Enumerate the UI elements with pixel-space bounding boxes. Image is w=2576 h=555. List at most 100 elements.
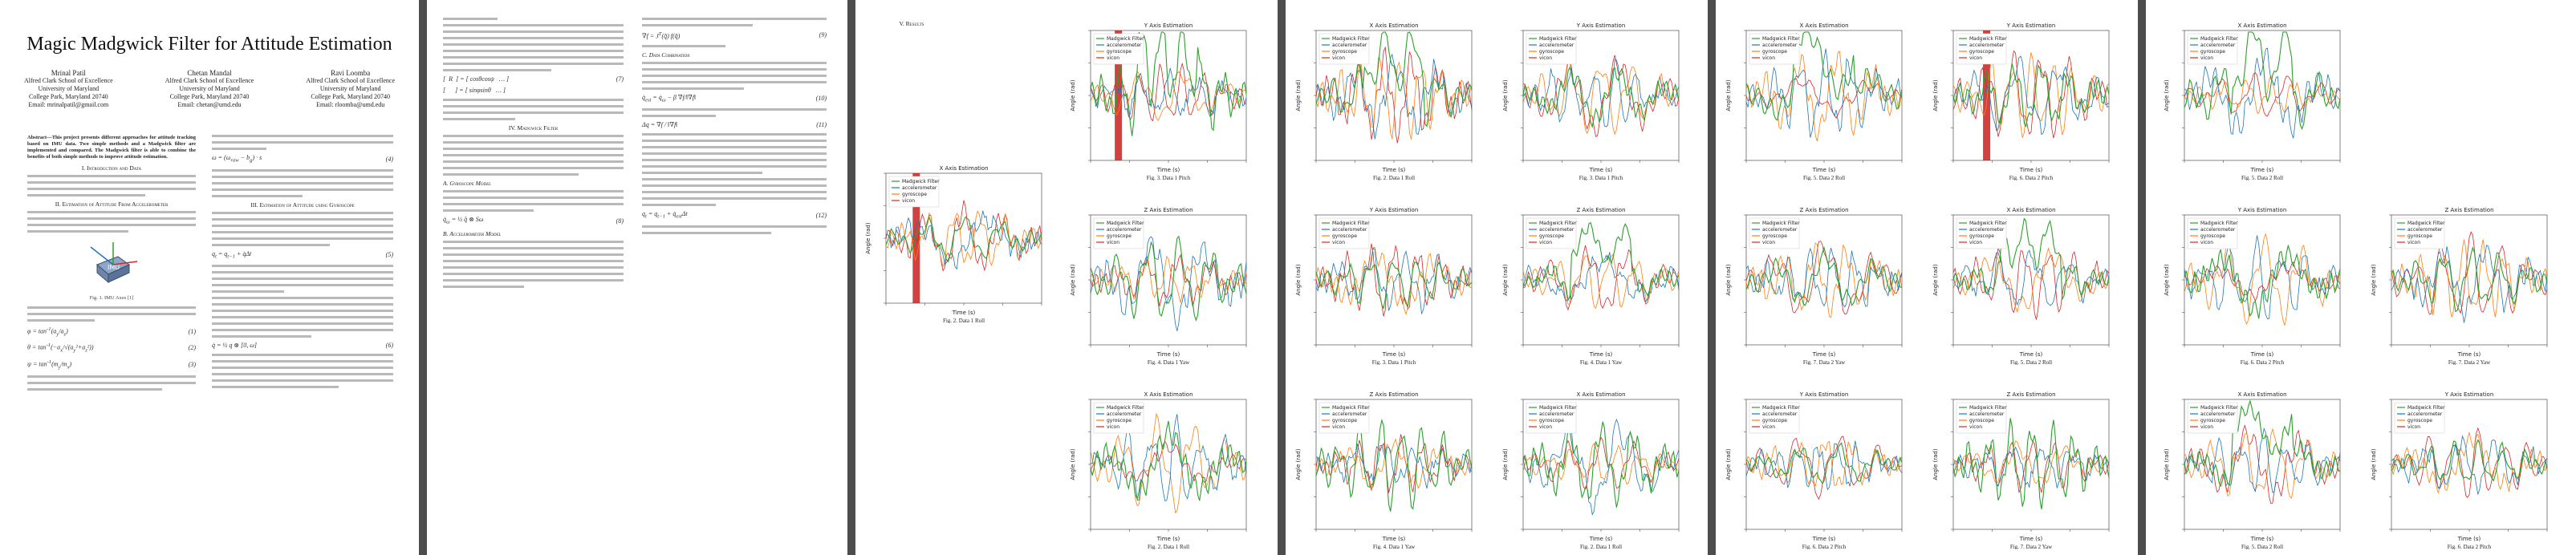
paper-title: Magic Madgwick Filter for Attitude Estim… [26,34,392,55]
series-line-madgwick [1090,235,1247,322]
plot: X Axis Estimation Time (s) Angle (rad) Fig.… [1294,16,1478,180]
plot-ylabel: Angle (rad) [1502,448,1509,480]
series-line-madgwick [1315,31,1473,128]
plot-title: Y Axis Estimation [1144,22,1193,29]
series-line-gyro [1745,440,1903,487]
legend-label-gyro: gyroscope [1969,233,1994,239]
legend-label-madgwick: Madgwick Filter [1107,405,1144,411]
page-6: X Axis Estimation Time (s) Angle (rad) Fig.… [2146,0,2576,555]
section-heading: III. Estimation of Attitude using Gyrosc… [250,201,355,209]
plot-xlabel: Time (s) [2250,167,2274,173]
subsection-heading: B. Accelerometer Model [443,229,502,237]
series-line-gyro [2391,239,2548,318]
plot-legend: Madgwick Filteraccelerometergyroscopevic… [2187,33,2238,65]
series-line-gyro [1315,57,1473,140]
plot: Y Axis Estimation Time (s) Angle (rad) Fig.… [1068,16,1253,180]
plot-legend: Madgwick Filteraccelerometergyroscopevic… [888,176,940,208]
plot-xlabel: Time (s) [1812,351,1836,358]
legend-label-acc: accelerometer [1332,43,1367,48]
plot-ylabel: Angle (rad) [2371,264,2377,295]
plot-ylabel: Angle (rad) [1932,79,1939,111]
plot-legend: Madgwick Filteraccelerometergyroscopevic… [1318,33,1370,65]
series-line-madgwick [1952,63,2110,128]
plot-title: Z Axis Estimation [1576,207,1625,213]
plot-legend: Madgwick Filteraccelerometergyroscopevic… [2394,402,2445,434]
legend-label-madgwick: Madgwick Filter [1969,405,2007,411]
legend-label-gyro: gyroscope [1332,418,1357,423]
plot-title: Y Axis Estimation [1369,207,1419,213]
plot-legend: Madgwick Filteraccelerometergyroscopevic… [1526,402,1577,434]
plot: X Axis Estimation Time (s) Angle (rad) Fig.… [1724,16,1908,180]
legend-label-vicon: vicon [1969,424,1982,430]
figure-caption: Fig. 3. Data 1 Pitch [1579,175,1623,180]
plot-xlabel: Time (s) [1382,536,1406,542]
plot: Y Axis Estimation Time (s) Angle (rad) Fig.… [2162,201,2346,365]
plot: Z Axis Estimation Time (s) Angle (rad) Fig.… [1931,385,2115,549]
plot: Z Axis Estimation Time (s) Angle (rad) Fig.… [1724,201,1908,365]
figure-caption: Fig. 2. Data 1 Roll [1148,544,1189,549]
figure-caption: Fig. 4. Data 1 Yaw [1580,359,1623,365]
plot-xlabel: Time (s) [1589,167,1613,173]
series-line-madgwick [1315,261,1473,310]
plot-legend: Madgwick Filteraccelerometergyroscopevic… [1749,217,1800,249]
highlight-band [1983,30,1991,160]
left-column: Abstract—This project presents different… [27,135,196,395]
legend-label-gyro: gyroscope [2200,233,2225,239]
plot-title: Z Axis Estimation [2006,391,2055,398]
plot-xlabel: Time (s) [952,310,976,316]
series-line-acc [1315,53,1473,140]
subsection-heading: C. Data Combination [642,51,690,59]
series-line-acc [1952,55,2110,136]
legend-label-madgwick: Madgwick Filter [2407,405,2445,411]
legend-label-gyro: gyroscope [1107,49,1132,55]
figure-caption: Fig. 6. Data 2 Pitch [2241,359,2285,365]
series-line-madgwick [2184,31,2341,131]
series-line-madgwick [1522,421,1680,508]
legend-label-madgwick: Madgwick Filter [1539,36,1577,42]
legend-label-acc: accelerometer [1969,411,2005,417]
figure-caption: Fig. 3. Data 1 Pitch [1372,359,1416,365]
plot: Y Axis Estimation Time (s) Angle (rad) Fig.… [1501,16,1685,180]
figure-caption: Fig. 5. Data 2 Roll [1803,175,1845,180]
series-line-vicon [1952,50,2110,139]
section-heading: IV. Madgwick Filter [508,124,559,132]
figure-caption: Fig. 7. Data 2 Yaw [2448,359,2491,365]
legend-label-madgwick: Madgwick Filter [1539,405,1577,411]
series-line-madgwick [1522,66,1680,129]
legend-label-acc: accelerometer [1969,227,2005,233]
plot: X Axis Estimation Time (s) Angle (rad) Fig.… [1501,385,1685,549]
legend-label-madgwick: Madgwick Filter [902,179,940,184]
figure-caption: Fig. 7. Data 2 Yaw [2010,544,2053,549]
plot-ylabel: Angle (rad) [1502,264,1509,295]
legend-label-madgwick: Madgwick Filter [1107,36,1144,42]
series-line-vicon [2391,427,2548,498]
legend-label-acc: accelerometer [1332,227,1367,233]
legend-label-acc: accelerometer [2407,411,2443,417]
series-line-madgwick [1745,245,1903,306]
figure-caption: Fig. 6. Data 2 Pitch [2448,544,2492,549]
page-4: X Axis Estimation Time (s) Angle (rad) Fig.… [1286,0,1708,555]
plot-title: Z Axis Estimation [1144,207,1193,213]
figure-caption: Fig. 5. Data 2 Roll [2241,175,2283,180]
plot-xlabel: Time (s) [2250,536,2274,542]
legend-label-vicon: vicon [1539,240,1552,245]
author-block: Mrinal Patil Alfred Clark School of Exce… [24,69,395,109]
figure-caption: Fig. 5. Data 2 Roll [2241,544,2283,549]
series-line-madgwick [1745,31,1903,121]
plot: Y Axis Estimation Time (s) Angle (rad) Fig.… [1724,385,1908,549]
plot-ylabel: Angle (rad) [1295,79,1302,111]
series-line-vicon [1315,243,1473,317]
plot-ylabel: Angle (rad) [2371,448,2377,480]
plot-title: Y Axis Estimation [2006,22,2056,29]
plot-legend: Madgwick Filteraccelerometergyroscopevic… [1093,33,1144,65]
plot-legend: Madgwick Filteraccelerometergyroscopevic… [1526,33,1577,65]
series-line-madgwick [1315,418,1473,512]
legend-label-madgwick: Madgwick Filter [1969,36,2007,42]
plot: Y Axis Estimation Time (s) Angle (rad) Fig.… [1931,16,2115,180]
plot-xlabel: Time (s) [2457,536,2481,542]
legend-label-madgwick: Madgwick Filter [2407,221,2445,226]
legend-label-gyro: gyroscope [1969,49,1994,55]
plot-xlabel: Time (s) [2019,536,2043,542]
plot-title: Y Axis Estimation [2237,207,2287,213]
highlight-band [1115,30,1123,160]
